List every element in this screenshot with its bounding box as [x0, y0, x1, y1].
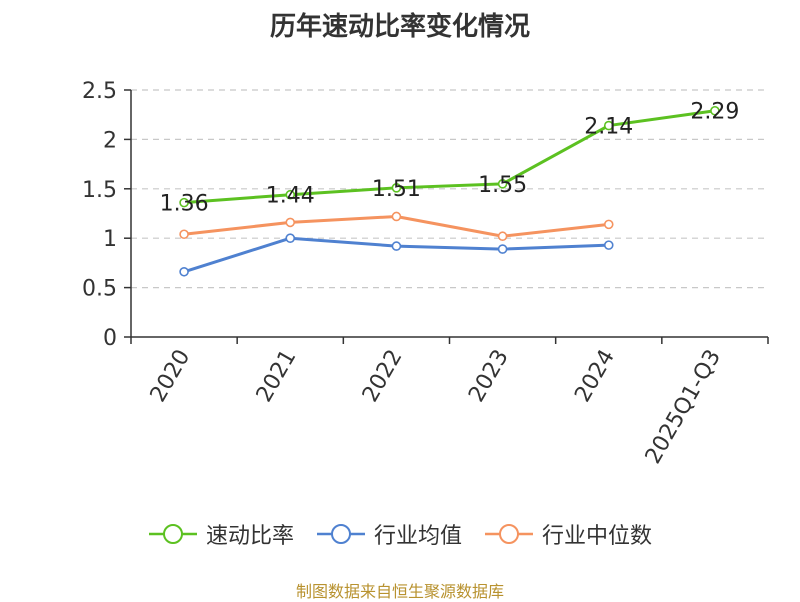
data-label: 2.14: [584, 115, 633, 140]
data-label: 2.29: [690, 100, 739, 125]
data-point: [603, 120, 614, 131]
y-tick-label: 1: [103, 227, 117, 252]
data-point: [497, 179, 508, 189]
data-point: [603, 219, 614, 230]
x-tick-label: 2022: [358, 346, 408, 407]
data-labels: 1.36 1.44 1.51 1.55 2.14 2.29: [160, 100, 740, 217]
legend-marker-icon: [148, 524, 197, 544]
data-point: [285, 233, 296, 243]
data-point: [179, 197, 189, 208]
y-tick-label: 0.5: [82, 277, 117, 302]
legend-marker-icon: [485, 524, 533, 544]
y-tick-label: 0: [103, 326, 117, 351]
data-point: [603, 240, 614, 250]
data-point: [285, 189, 296, 200]
data-point: [391, 183, 402, 193]
legend-label: 行业均值: [373, 524, 462, 549]
legend-marker-icon: [316, 524, 365, 544]
legend: 速动比率 行业均值 行业中位数: [0, 518, 800, 550]
data-point: [179, 266, 189, 277]
data-point: [391, 211, 402, 222]
chart-title: 历年速动比率变化情况: [269, 12, 530, 42]
data-label: 1.51: [372, 177, 421, 202]
data-point: [710, 105, 720, 116]
series-line: [183, 109, 716, 205]
y-tick-label: 2: [103, 128, 117, 153]
grid-lines: [131, 89, 768, 289]
data-point: [179, 229, 189, 240]
series-lines: [179, 105, 720, 277]
data-label: 1.36: [160, 192, 209, 217]
x-tick-label: 2023: [464, 346, 514, 407]
data-point: [497, 244, 508, 254]
y-tick-label: 1.5: [82, 178, 117, 203]
x-tick-label: 2021: [252, 346, 302, 407]
x-tick-label: 2025Q1-Q3: [641, 346, 726, 469]
data-point: [285, 217, 296, 228]
legend-label: 行业中位数: [542, 524, 653, 549]
y-tick-label: 2.5: [82, 79, 117, 104]
x-tick-label: 2024: [570, 346, 620, 407]
data-point: [497, 231, 508, 242]
legend-item: 行业中位数: [484, 518, 652, 550]
data-label: 1.55: [478, 173, 527, 198]
legend-item: 速动比率: [148, 518, 294, 550]
x-tick-label: 2020: [146, 346, 196, 407]
legend-item: 行业均值: [316, 518, 462, 550]
source-note: 制图数据来自恒生聚源数据库: [295, 582, 504, 601]
legend-label: 速动比率: [205, 524, 294, 549]
data-label: 1.44: [266, 184, 315, 209]
data-point: [391, 241, 402, 251]
